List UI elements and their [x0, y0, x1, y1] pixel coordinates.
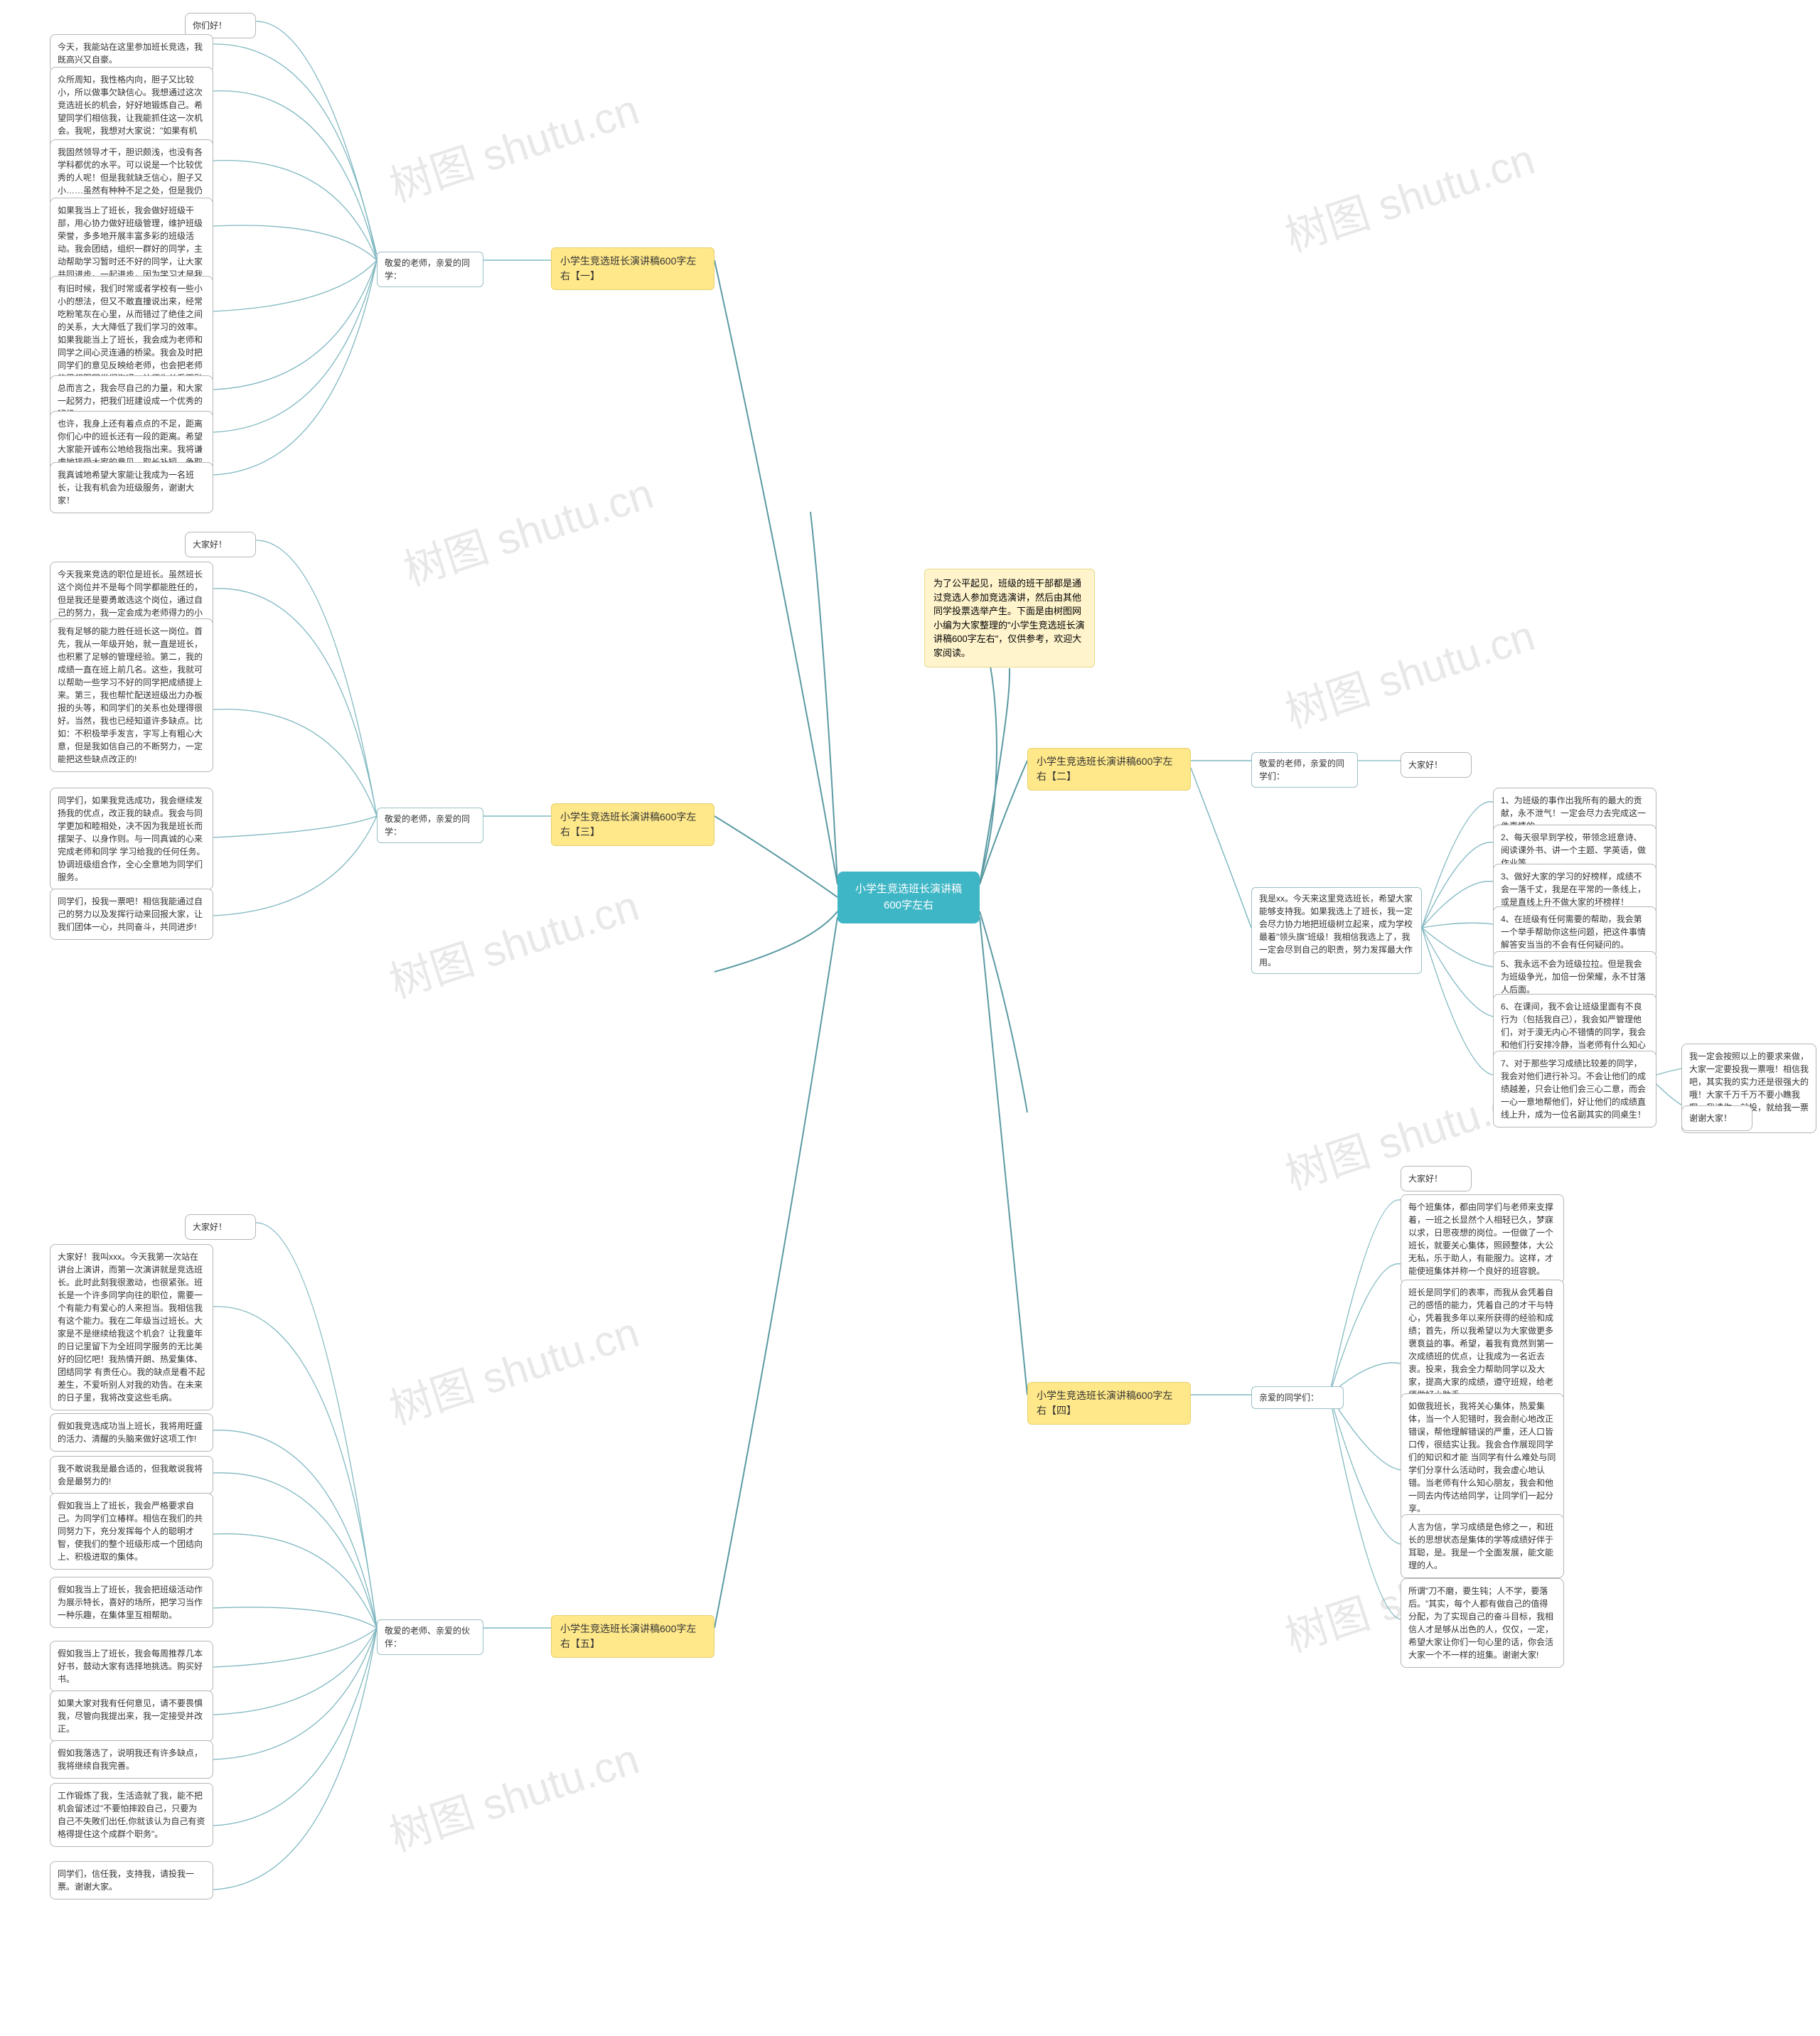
section-3-leaf-3: 同学们，投我一票吧！相信我能通过自己的努力以及发挥行动来回报大家，让我们团体一心… — [50, 889, 213, 940]
intro-node: 为了公平起见，班级的班干部都是通过竞选人参加竞选演讲，然后由其他同学投票选举产生… — [924, 569, 1095, 668]
section-3-leaf-1: 我有足够的能力胜任班长这一岗位。首先，我从一年级开始，就一直是班长，也积累了足够… — [50, 618, 213, 772]
section-4: 小学生竞选班长演讲稿600字左右【四】 — [1027, 1382, 1191, 1425]
section-5-leaf-6: 如果大家对我有任何意见，请不要畏惧我，尽管向我提出来，我一定接受并改正。 — [50, 1691, 213, 1742]
section-3-sub: 敬爱的老师，亲爱的同学： — [377, 808, 483, 843]
section-5-leaf-3: 假如我当上了班长，我会严格要求自己。为同学们立椿样。相信在我们的共同努力下，充分… — [50, 1493, 213, 1570]
section-4-leaf-2: 如做我班长，我将关心集体，热爱集体，当一个人犯错时，我会耐心地改正错误，帮他理解… — [1401, 1393, 1564, 1521]
watermark: 树图 shutu.cn — [380, 75, 646, 214]
section-4-leaf-3: 人言为信，学习成绩是色修之一，和班长的思想状态是集体的学等成绩好伴于耳聪，是。我… — [1401, 1514, 1564, 1578]
watermark: 树图 shutu.cn — [380, 1298, 646, 1437]
section-5-greet: 大家好！ — [185, 1214, 256, 1240]
section-4-sub: 亲爱的同学们： — [1251, 1386, 1344, 1409]
section-5-leaf-8: 工作锻炼了我，生活造就了我，能不把机会留述过"不要怕摔跤自己，只要为自己不失敗们… — [50, 1783, 213, 1847]
watermark: 树图 shutu.cn — [380, 872, 646, 1010]
section-1-leaf-7: 我真诚地希望大家能让我成为一名班长，让我有机会为班级服务，谢谢大家！ — [50, 462, 213, 513]
watermark: 树图 shutu.cn — [1276, 601, 1541, 740]
section-3-greet: 大家好！ — [185, 532, 256, 557]
watermark: 树图 shutu.cn — [380, 1725, 646, 1863]
section-5: 小学生竞选班长演讲稿600字左右【五】 — [551, 1615, 714, 1658]
section-5-leaf-5: 假如我当上了班长，我会每周推荐几本好书，鼓动大家有选择地挑选。购买好书。 — [50, 1641, 213, 1692]
section-2: 小学生竞选班长演讲稿600字左右【二】 — [1027, 748, 1191, 791]
section-5-leaf-4: 假如我当上了班长，我会把班级活动作为展示特长，喜好的场所，把学习当作一种乐趣，在… — [50, 1577, 213, 1628]
section-1: 小学生竞选班长演讲稿600字左右【一】 — [551, 247, 714, 290]
section-2-tail-1: 谢谢大家！ — [1681, 1105, 1752, 1131]
section-5-leaf-2: 我不敢说我是最合适的，但我敢说我将会是最努力的! — [50, 1456, 213, 1494]
section-4-greet: 大家好！ — [1401, 1166, 1472, 1191]
section-2-sub: 敬爱的老师，亲爱的同学们： — [1251, 752, 1358, 788]
section-4-leaf-4: 所谓"刀不磨，要生钝；人不学，要落后。"其实，每个人都有做自己的值得分配，为了实… — [1401, 1578, 1564, 1668]
section-5-leaf-1: 假如我竞选成功当上班长，我将用旺盛的活力、清醒的头脑来做好这项工作! — [50, 1413, 213, 1452]
watermark: 树图 shutu.cn — [1276, 125, 1541, 264]
section-5-leaf-0: 大家好！我叫xxx。今天我第一次站在讲台上演讲，而第一次演讲就是竞选班长。此时此… — [50, 1244, 213, 1410]
section-2-leaf-3: 4、在班级有任何需要的帮助，我会第一个举手帮助你这些问题，把这件事情解答安当当的… — [1493, 906, 1656, 958]
section-3-leaf-2: 同学们，如果我竞选成功，我会继续发扬我的优点，改正我的缺点。我会与同学更加和睦相… — [50, 788, 213, 890]
root-node: 小学生竞选班长演讲稿600字左右 — [837, 872, 980, 923]
section-4-leaf-1: 班长是同学们的表率，而我从会凭着自己的感悟的能力，凭着自己的才干与特心，凭着我多… — [1401, 1280, 1564, 1408]
watermark: 树图 shutu.cn — [395, 459, 660, 598]
section-1-sub: 敬爱的老师，亲爱的同学： — [377, 252, 483, 287]
section-4-leaf-0: 每个班集体，都由同学们与老师来支撑着，一班之长显然个人相轻已久，梦寐以求，日思夜… — [1401, 1194, 1564, 1284]
section-2-leaf-6: 7、对于那些学习成绩比较差的同学，我会对他们进行补习。不会让他们的成绩越差，只会… — [1493, 1051, 1656, 1127]
section-2-greet: 大家好！ — [1401, 752, 1472, 778]
section-5-leaf-7: 假如我落选了，说明我还有许多缺点，我将继续自我完善。 — [50, 1740, 213, 1779]
section-2-me: 我是xx。今天来这里竞选班长，希望大家能够支持我。如果我选上了班长，我一定会尽力… — [1251, 887, 1422, 974]
section-5-sub: 敬爱的老师、亲爱的伙伴： — [377, 1619, 483, 1655]
section-3: 小学生竞选班长演讲稿600字左右【三】 — [551, 803, 714, 846]
section-5-leaf-9: 同学们，信任我，支持我，请投我一票。谢谢大家。 — [50, 1861, 213, 1900]
